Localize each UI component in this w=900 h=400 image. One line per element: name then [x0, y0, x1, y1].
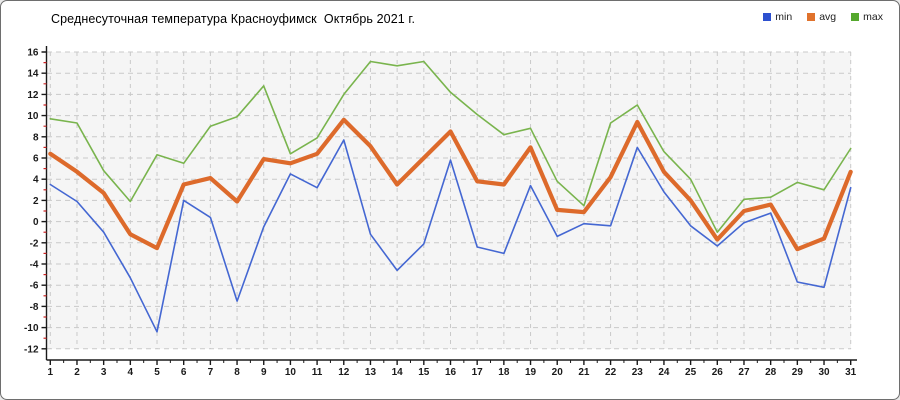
y-tick-label: -2	[30, 238, 39, 249]
x-tick-label: 16	[445, 367, 457, 378]
x-tick-label: 7	[208, 367, 214, 378]
max-series-line	[49, 60, 852, 233]
x-tick-label: 4	[128, 367, 134, 378]
y-tick-label: 4	[33, 175, 39, 186]
x-tick-label: 20	[552, 367, 564, 378]
min-series-swatch-icon	[763, 13, 772, 21]
x-tick-label: 15	[418, 367, 430, 378]
y-tick-label: 12	[27, 90, 39, 101]
x-tick-label: 6	[181, 367, 187, 378]
y-tick-label: 2	[33, 196, 39, 207]
x-tick-label: 14	[392, 367, 404, 378]
avg-series-swatch-icon	[807, 13, 816, 21]
x-tick-label: 1	[48, 367, 54, 378]
min-series-line	[49, 139, 852, 333]
max-series-swatch-icon	[851, 13, 860, 21]
y-tick-label: -4	[30, 260, 39, 271]
x-tick-label: 22	[605, 367, 617, 378]
legend: min avg max	[763, 11, 883, 23]
y-tick-label: 14	[27, 69, 39, 80]
y-tick-label: 10	[27, 111, 39, 122]
y-tick-label: 6	[33, 154, 39, 165]
legend-label-avg: avg	[819, 11, 837, 23]
x-tick-label: 10	[285, 367, 297, 378]
x-tick-label: 13	[365, 367, 377, 378]
chart-title: Среднесуточная температура Красноуфимск …	[51, 12, 416, 26]
legend-item-avg[interactable]: avg	[807, 11, 836, 23]
x-tick-label: 3	[101, 367, 107, 378]
x-tick-label: 18	[498, 367, 510, 378]
legend-item-max[interactable]: max	[851, 11, 883, 23]
x-tick-label: 31	[845, 367, 857, 378]
x-tick-label: 30	[818, 367, 830, 378]
x-tick-label: 8	[234, 367, 240, 378]
x-tick-label: 26	[712, 367, 724, 378]
x-tick-label: 2	[74, 367, 80, 378]
x-tick-label: 19	[525, 367, 537, 378]
x-tick-label: 5	[154, 367, 160, 378]
y-tick-label: -10	[24, 323, 39, 334]
x-tick-label: 28	[765, 367, 777, 378]
x-tick-label: 27	[738, 367, 750, 378]
legend-label-min: min	[775, 11, 793, 23]
x-tick-label: 25	[685, 367, 697, 378]
y-tick-label: 0	[33, 217, 39, 228]
legend-item-min[interactable]: min	[763, 11, 792, 23]
avg-series-line	[48, 117, 853, 252]
x-tick-label: 11	[312, 367, 323, 378]
x-tick-label: 17	[472, 367, 484, 378]
x-tick-label: 29	[792, 367, 804, 378]
y-tick-label: -8	[30, 302, 39, 313]
x-tick-label: 23	[632, 367, 644, 378]
x-tick-label: 21	[578, 367, 590, 378]
x-tick-label: 9	[261, 367, 267, 378]
y-tick-label: 8	[33, 132, 39, 143]
x-tick-label: 12	[338, 367, 350, 378]
y-tick-label: 16	[27, 48, 39, 59]
y-tick-label: -12	[24, 344, 39, 355]
y-tick-label: -6	[30, 281, 39, 292]
legend-label-max: max	[863, 11, 883, 23]
x-tick-label: 24	[658, 367, 670, 378]
